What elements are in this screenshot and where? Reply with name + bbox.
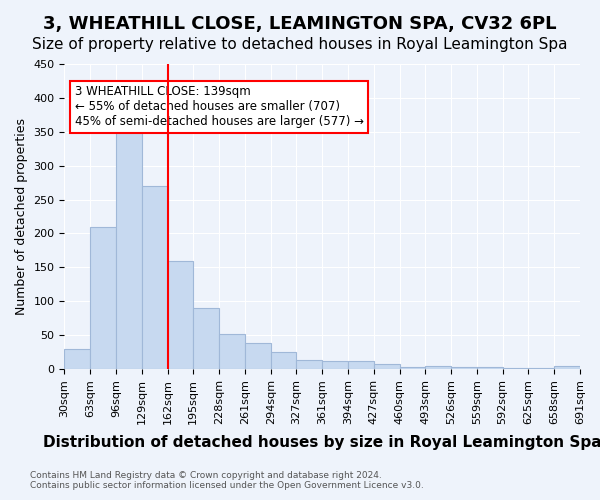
X-axis label: Distribution of detached houses by size in Royal Leamington Spa: Distribution of detached houses by size … — [43, 435, 600, 450]
Text: Size of property relative to detached houses in Royal Leamington Spa: Size of property relative to detached ho… — [32, 38, 568, 52]
Bar — [193, 308, 219, 369]
Bar — [116, 115, 142, 369]
Bar — [451, 367, 477, 369]
Bar — [271, 352, 296, 369]
Bar — [142, 186, 167, 369]
Bar — [554, 366, 580, 369]
Bar — [348, 361, 374, 369]
Bar — [477, 367, 503, 369]
Bar — [425, 366, 451, 369]
Y-axis label: Number of detached properties: Number of detached properties — [15, 118, 28, 315]
Text: 3 WHEATHILL CLOSE: 139sqm
← 55% of detached houses are smaller (707)
45% of semi: 3 WHEATHILL CLOSE: 139sqm ← 55% of detac… — [75, 86, 364, 128]
Bar — [322, 361, 348, 369]
Bar — [90, 226, 116, 369]
Bar — [245, 344, 271, 369]
Bar — [167, 260, 193, 369]
Text: Contains HM Land Registry data © Crown copyright and database right 2024.
Contai: Contains HM Land Registry data © Crown c… — [30, 470, 424, 490]
Bar — [400, 367, 425, 369]
Bar — [503, 368, 529, 369]
Text: 3, WHEATHILL CLOSE, LEAMINGTON SPA, CV32 6PL: 3, WHEATHILL CLOSE, LEAMINGTON SPA, CV32… — [43, 15, 557, 33]
Bar — [374, 364, 400, 369]
Bar — [64, 348, 90, 369]
Bar — [219, 334, 245, 369]
Bar — [296, 360, 322, 369]
Bar — [529, 368, 554, 369]
